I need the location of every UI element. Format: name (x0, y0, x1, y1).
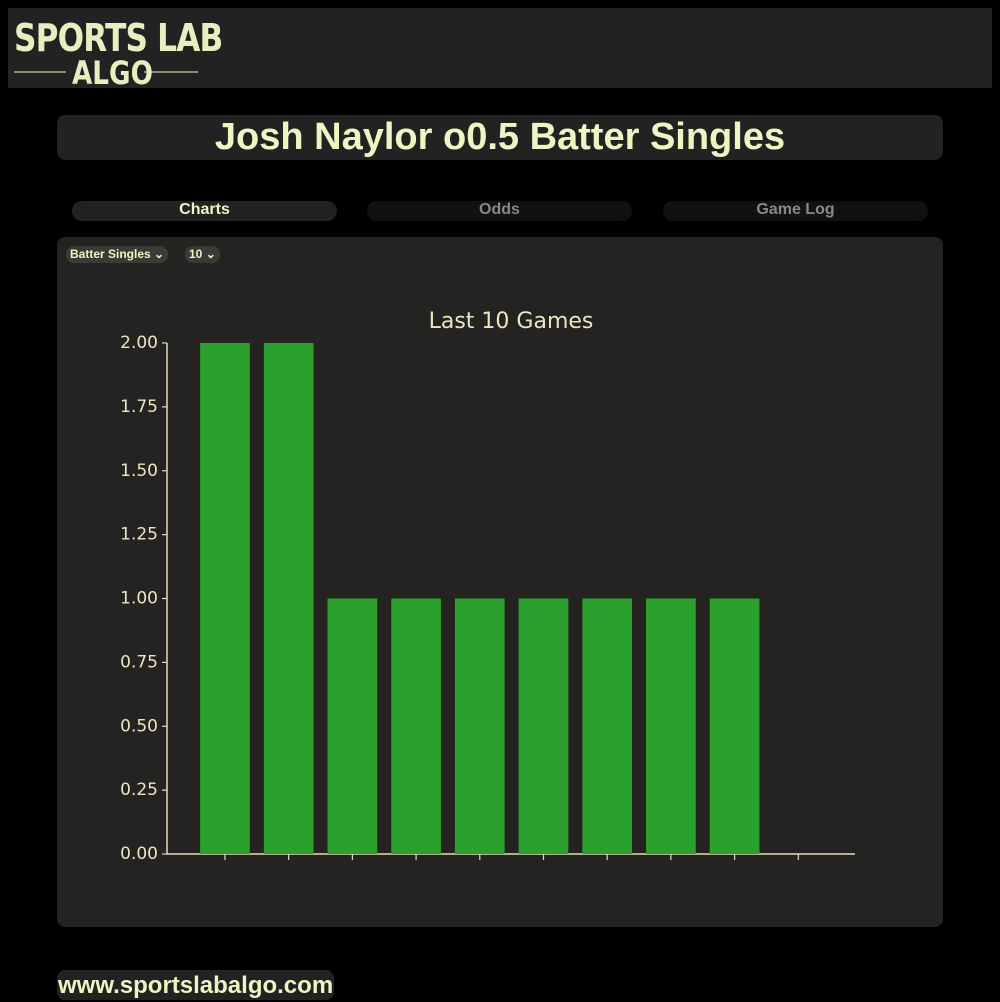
tab[interactable]: Charts (72, 201, 337, 221)
select-text: Batter Singles (70, 247, 151, 261)
bar (327, 598, 378, 854)
bar (263, 343, 314, 854)
games-select[interactable]: 10 ⌄ (185, 246, 220, 263)
chart: Last 10 Games 0.00 0.25 0.50 0.75 1.00 1.25 1.… (120, 309, 855, 864)
footer-link[interactable]: www.sportslabalgo.com (57, 970, 335, 1000)
bar (200, 343, 250, 854)
bar (454, 598, 505, 854)
y-tick-label: 1.00 (120, 589, 158, 609)
bar (518, 598, 569, 854)
bar (709, 598, 760, 854)
tab[interactable]: Odds (367, 201, 632, 221)
bar (646, 598, 696, 854)
bar (582, 598, 633, 854)
y-tick-label: 2.00 (120, 333, 158, 353)
bar (391, 598, 441, 854)
logo-rule (14, 71, 66, 73)
y-tick-label: 1.25 (120, 525, 158, 545)
chart-panel: Last 10 Games 0.00 0.25 0.50 0.75 1.00 1.25 1.… (57, 237, 943, 927)
y-tick-label: 1.50 (120, 461, 158, 481)
page-title: Josh Naylor o0.5 Batter Singles (57, 115, 943, 160)
y-tick-label: 0.50 (120, 716, 158, 736)
logo-text[interactable]: ALGO (72, 54, 153, 92)
y-tick-label: 0.00 (120, 844, 158, 864)
tab[interactable]: Game Log (663, 201, 928, 221)
chart-title: Last 10 Games (429, 309, 594, 334)
y-tick-label: 1.75 (120, 397, 158, 417)
select-text: 10 (189, 247, 203, 261)
top-bar: SPORTS LAB ALGO (8, 8, 992, 92)
stat-select[interactable]: Batter Singles ⌄ (66, 246, 169, 263)
logo-rule (144, 71, 198, 73)
y-tick-label: 0.25 (120, 780, 158, 800)
y-tick-label: 0.75 (120, 652, 158, 672)
logo-text[interactable]: SPORTS LAB (14, 16, 223, 60)
